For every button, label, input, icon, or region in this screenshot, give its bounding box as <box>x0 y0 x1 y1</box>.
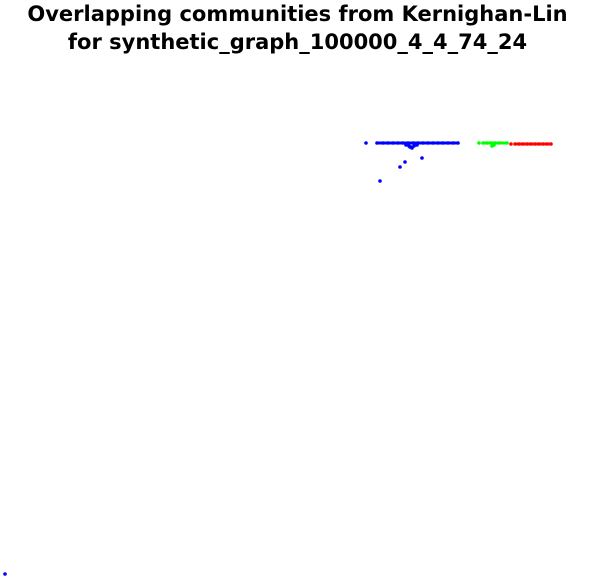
data-point-blue-25 <box>420 156 424 160</box>
data-point-blue-22 <box>415 143 419 147</box>
data-point-red-2 <box>517 142 521 146</box>
data-point-red-5 <box>529 142 533 146</box>
data-point-blue-4 <box>391 141 395 145</box>
data-point-red-1 <box>513 142 517 146</box>
data-point-blue-10 <box>421 141 425 145</box>
data-point-blue-12 <box>431 141 435 145</box>
data-point-blue-15 <box>446 141 450 145</box>
data-point-blue-18 <box>404 143 408 147</box>
data-point-blue-16 <box>451 141 455 145</box>
data-point-green-5 <box>497 141 501 145</box>
data-point-blue-3 <box>386 141 390 145</box>
data-point-blue-13 <box>436 141 440 145</box>
data-point-red-7 <box>537 142 541 146</box>
chart-title-line-2: for synthetic_graph_100000_4_4_74_24 <box>67 30 528 54</box>
data-point-red-8 <box>541 142 545 146</box>
data-point-green-1 <box>481 141 485 145</box>
data-point-blue-0 <box>364 141 368 145</box>
data-point-green-0 <box>477 141 481 145</box>
data-point-red-4 <box>525 142 529 146</box>
data-point-green-8 <box>505 141 509 145</box>
data-point-blue-17 <box>456 141 460 145</box>
data-point-blue-8 <box>411 141 415 145</box>
data-point-blue-11 <box>426 141 430 145</box>
data-point-green-3 <box>489 141 493 145</box>
data-point-red-3 <box>521 142 525 146</box>
series-green <box>477 141 509 148</box>
data-point-blue-26 <box>403 160 407 164</box>
data-point-green-2 <box>485 141 489 145</box>
chart-title-line-1: Overlapping communities from Kernighan-L… <box>27 2 568 26</box>
data-point-blue-14 <box>441 141 445 145</box>
series-blue <box>3 141 460 576</box>
data-point-red-0 <box>509 142 513 146</box>
data-point-blue-6 <box>401 141 405 145</box>
data-point-blue-5 <box>396 141 400 145</box>
data-point-blue-27 <box>398 165 402 169</box>
data-point-blue-24 <box>410 146 414 150</box>
data-point-red-9 <box>545 142 549 146</box>
series-red <box>509 142 553 146</box>
data-point-blue-29 <box>3 572 7 576</box>
data-point-blue-1 <box>375 141 379 145</box>
data-point-red-10 <box>549 142 553 146</box>
data-point-blue-2 <box>381 141 385 145</box>
data-point-red-6 <box>533 142 537 146</box>
data-point-green-7 <box>492 143 496 147</box>
data-point-blue-28 <box>378 179 382 183</box>
